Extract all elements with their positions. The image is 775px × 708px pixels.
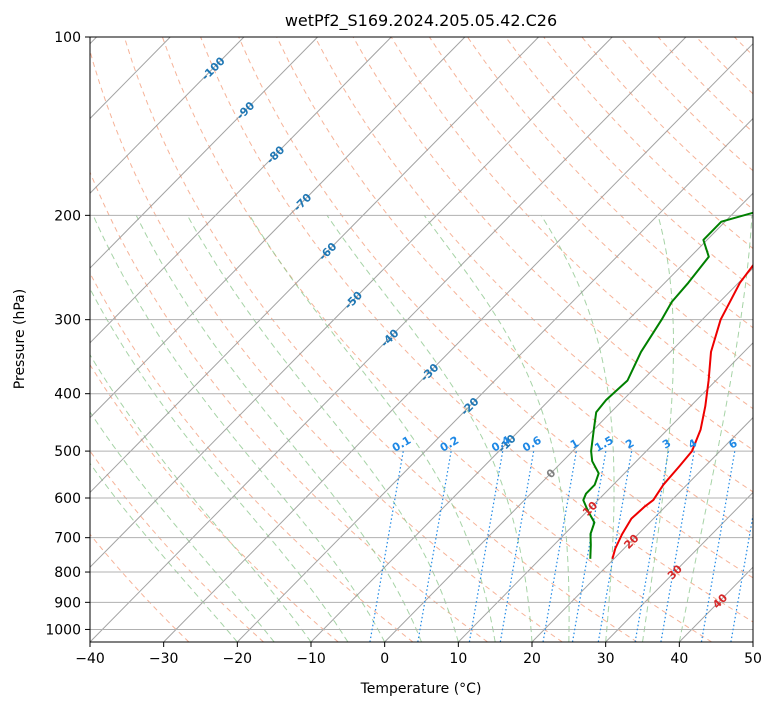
isotherm-line [531,416,753,642]
mixing-ratio-lines [369,450,753,642]
moist-adiabat-line [423,215,570,642]
mixing-ratio-line [417,450,452,642]
y-tick-label: 800 [54,565,81,581]
y-axis-label: Pressure (hPa) [12,289,28,389]
mixing-ratio-line [542,450,577,642]
mixing-ratio-line [700,450,736,642]
y-tick-label: 900 [54,595,81,611]
x-tick-label: 50 [744,651,762,667]
moist-adiabats [90,215,753,642]
mixing-ratio-line [634,450,670,642]
dry-adiabat-line [90,363,339,642]
moist-adiabat-line [186,215,459,642]
mixing-ratio-line [660,450,695,642]
moist-adiabat-line [135,215,422,642]
isotherm-line [384,267,753,642]
dry-adiabat-line [428,37,753,369]
y-tick-label: 500 [54,444,81,460]
mixing-ratio-line [369,450,404,642]
isotherm-line [236,117,753,642]
x-tick-label: 0 [380,651,389,667]
x-axis-ticks: −40 −30 −20 −10 0 10 20 30 40 50 [75,642,762,667]
isotherm-line [90,37,392,344]
x-tick-label: 40 [670,651,688,667]
moist-adiabat-line [90,287,349,642]
isotherm-line [90,37,245,194]
isobar-gridlines [90,37,753,630]
moist-adiabat-line [92,215,386,642]
mixing-ratio-line [468,450,504,642]
dry-adiabat-line [90,49,563,642]
moist-adiabat-line [90,462,238,642]
isotherm-line [457,342,753,642]
temperature-profile-line [611,263,753,560]
x-tick-label: 10 [449,651,467,667]
dry-adiabat-line [123,37,638,642]
x-axis-label: Temperature (°C) [360,681,482,697]
dry-adiabats [90,37,753,642]
mixing-ratio-line [571,450,607,642]
x-tick-label: −10 [296,651,326,667]
y-tick-label: 200 [54,208,81,224]
dry-adiabat-line [276,37,753,536]
x-tick-label: 30 [597,651,615,667]
moist-adiabat-line [90,411,275,642]
plot-frame [89,36,754,643]
x-tick-label: 20 [523,651,541,667]
y-tick-label: 300 [54,313,81,329]
x-tick-label: −30 [149,651,179,667]
dry-adiabat-line [467,37,753,329]
isotherm-line [90,37,318,269]
sounding-profiles [582,211,753,560]
moist-adiabat-line [326,215,533,642]
mixing-ratio-line [499,450,535,642]
dewpoint-profile-line [582,211,753,559]
y-tick-label: 700 [54,531,81,547]
isotherm-line [163,42,753,642]
isotherm-line [90,37,539,494]
isotherm-line [90,37,466,419]
y-axis-ticks: 100 200 300 400 500 600 700 800 900 1000 [45,30,90,638]
isotherms [90,37,753,642]
y-tick-label: 1000 [45,622,81,638]
chart-title: wetPf2_S169.2024.205.05.42.C26 [285,11,557,31]
mixing-ratio-line [597,450,633,642]
moist-adiabat-line [90,353,312,642]
isotherm-line [90,37,613,568]
isotherm-line [310,192,753,642]
y-tick-label: 100 [54,30,81,46]
dry-adiabat-line [314,37,753,493]
x-tick-label: −40 [75,651,105,667]
isotherm-line [90,37,687,642]
isotherm-line [605,491,753,642]
dry-adiabat-line [90,272,414,642]
moist-adiabat-line [540,215,615,642]
moist-adiabat-line [642,215,674,642]
mixing-ratio-line [730,511,753,642]
x-tick-label: −20 [223,651,253,667]
plot-area: -100-90-80-70-60-50-40-30-20-10010203040… [90,37,753,642]
moist-adiabat-line [249,215,496,642]
moist-adiabat-line [678,215,753,642]
y-tick-label: 400 [54,387,81,403]
dry-adiabat-line [352,37,753,451]
y-tick-label: 600 [54,491,81,507]
